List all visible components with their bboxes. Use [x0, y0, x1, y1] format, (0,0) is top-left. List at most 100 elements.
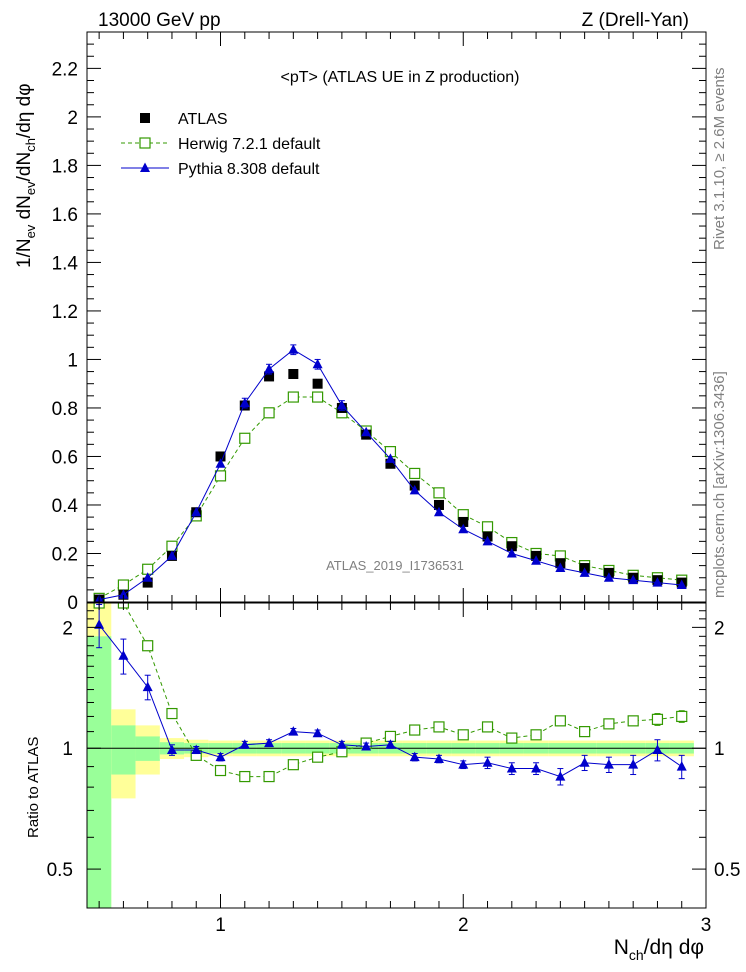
rivet-label: Rivet 3.1.10, ≥ 2.6M events — [711, 68, 728, 251]
legend-herwig-marker — [139, 137, 151, 149]
pythia-point — [166, 550, 177, 560]
herwig-point — [433, 487, 445, 499]
atlas-point — [385, 458, 396, 469]
atlas-point — [506, 541, 517, 552]
y-tick-label: 0.4 — [52, 496, 79, 517]
herwig-ratio-point — [433, 721, 445, 733]
legend-atlas-label: ATLAS — [178, 111, 228, 128]
x-tick-label: 3 — [701, 915, 712, 936]
herwig-ratio-point — [506, 732, 518, 744]
legend-pythia-marker — [140, 162, 150, 172]
pythia-ratio-point — [652, 744, 663, 754]
pythia-ratio-point — [142, 681, 153, 692]
pythia-ratio-point — [118, 650, 129, 660]
y-tick-label: 2 — [67, 108, 78, 129]
ratio-y-tick-label-left: 1 — [62, 739, 73, 760]
pythia-point — [239, 397, 250, 408]
pythia-ratio-point — [166, 744, 177, 754]
main-series-layer — [93, 344, 688, 602]
pythia-point — [531, 555, 542, 565]
herwig-ratio-point — [142, 640, 154, 652]
herwig-ratio-point — [579, 726, 591, 738]
legend-pythia-label: Pythia 8.308 default — [178, 161, 320, 178]
ratio-y-tick-label-right: 2 — [714, 618, 725, 639]
stat-uncertainty-band — [87, 636, 112, 908]
pythia-point — [118, 589, 129, 599]
pythia-point — [676, 579, 687, 590]
atlas-point — [215, 451, 226, 462]
herwig-point — [312, 391, 324, 403]
y-tick-label: 0 — [67, 593, 78, 614]
herwig-ratio-point — [312, 751, 324, 763]
pythia-ratio-point — [506, 763, 517, 773]
ratio-y-tick-label-right: 0.5 — [714, 860, 740, 881]
atlas-point — [288, 369, 299, 379]
pythia-ratio-point — [628, 759, 639, 769]
pythia-ratio-point — [579, 757, 590, 767]
ratio-y-tick-label-right: 1 — [714, 739, 725, 760]
pythia-point — [506, 547, 517, 558]
herwig-ratio-point — [481, 721, 494, 733]
ratio-y-tick-label-left: 0.5 — [47, 860, 73, 881]
herwig-point — [287, 391, 299, 403]
pythia-point — [312, 358, 323, 369]
y-tick-label: 1.2 — [52, 302, 78, 323]
pythia-ratio-point — [94, 619, 105, 629]
herwig-ratio-point — [627, 715, 639, 727]
ratio-series-layer — [93, 603, 688, 786]
y-tick-label: 0.6 — [52, 447, 78, 468]
pythia-ratio-point — [482, 757, 493, 767]
pythia-ratio-point — [239, 739, 250, 749]
herwig-ratio-point — [603, 718, 615, 730]
herwig-ratio-point — [554, 715, 566, 727]
main-axis-ticks: 0 0.2 0.4 0.6 0.8 1 1.2 1.4 1.6 1.8 2 2.2 — [52, 31, 707, 614]
herwig-point — [214, 470, 227, 482]
xlabel: Nch/dη dφ — [614, 936, 704, 963]
herwig-point — [239, 432, 251, 444]
pythia-point — [628, 574, 639, 585]
pythia-point — [433, 506, 444, 517]
pythia-point — [652, 577, 663, 587]
pythia-ratio-point — [603, 759, 614, 769]
herwig-ratio-point — [287, 759, 299, 771]
pythia-point — [409, 484, 420, 495]
pythia-point — [555, 562, 566, 573]
ratio-axis-ticks: 0.5 0.5 1 1 2 2 1 2 3 — [47, 603, 740, 936]
pythia-point — [336, 400, 347, 410]
herwig-point — [481, 521, 494, 533]
pythia-point — [458, 523, 469, 534]
atlas-point — [312, 378, 323, 389]
herwig-ratio-point — [239, 770, 251, 783]
herwig-point — [263, 407, 275, 419]
pythia-ratio-point — [288, 726, 299, 736]
y-tick-label: 1.4 — [52, 253, 79, 274]
herwig-ratio-point — [409, 724, 421, 736]
pythia-point — [603, 572, 614, 582]
pythia-ratio-point — [676, 761, 687, 771]
stat-uncertainty-band — [111, 725, 136, 775]
x-tick-label: 1 — [215, 915, 226, 936]
analysis-watermark: ATLAS_2019_I1736531 — [326, 558, 464, 573]
x-tick-label: 2 — [458, 915, 469, 936]
atlas-point — [458, 516, 469, 527]
legend-herwig-label: Herwig 7.2.1 default — [178, 136, 321, 153]
y-tick-label: 1.6 — [52, 205, 78, 226]
pythia-point — [191, 506, 202, 517]
ratio-frame — [86, 602, 707, 909]
herwig-ratio-point — [263, 770, 275, 783]
energy-label: 13000 GeV pp — [98, 10, 221, 31]
main-ylabel: 1/Nev dNev/dNch/dη dφ — [14, 83, 38, 268]
herwig-ratio-point — [457, 729, 469, 741]
pythia-point — [579, 567, 590, 577]
legend: ATLAS Herwig 7.2.1 default Pythia 8.308 de… — [121, 111, 321, 178]
process-label: Z (Drell-Yan) — [582, 10, 689, 31]
pythia-ratio-point — [215, 751, 226, 762]
pythia-ratio-point — [385, 739, 396, 749]
atlas-point — [264, 371, 275, 382]
pythia-ratio-point — [336, 739, 347, 749]
ratio-y-tick-label-left: 2 — [62, 618, 73, 639]
pythia-point — [215, 458, 226, 468]
pythia-point — [142, 572, 153, 582]
pythia-ratio-point — [555, 771, 566, 781]
herwig-ratio-point — [214, 764, 227, 777]
